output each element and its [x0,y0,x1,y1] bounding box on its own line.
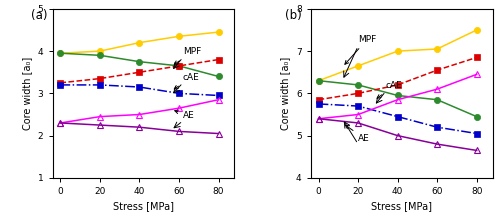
Text: cAE: cAE [174,73,200,89]
Text: (a): (a) [30,9,47,22]
Text: cAE: cAE [377,81,402,98]
Text: MPF: MPF [345,35,376,64]
Y-axis label: Core width [a₀]: Core width [a₀] [280,57,290,130]
X-axis label: Stress [MPa]: Stress [MPa] [113,202,174,211]
Y-axis label: Core width [a₀]: Core width [a₀] [22,57,32,130]
Text: MPF: MPF [174,48,201,65]
X-axis label: Stress [MPa]: Stress [MPa] [371,202,432,211]
Text: (b): (b) [285,9,302,22]
Text: AE: AE [346,125,370,143]
Text: AE: AE [174,110,195,120]
